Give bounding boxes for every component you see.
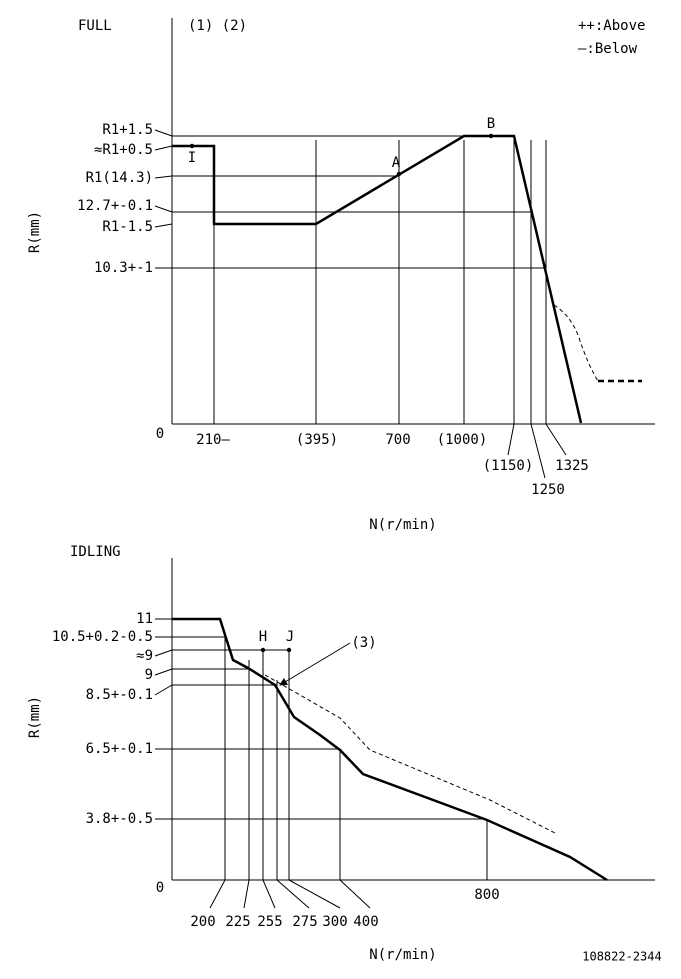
leader [530, 423, 546, 479]
x-label: (1000) [437, 432, 488, 448]
note: (3) [351, 635, 376, 651]
leader [154, 649, 173, 657]
y-label: 6.5+-0.1 [86, 741, 153, 757]
x-axis-label: N(r/min) [369, 517, 436, 533]
x-label: 225 [225, 914, 250, 930]
y-label: 10.3+-1 [94, 260, 153, 276]
y-label: 11 [136, 611, 153, 627]
leader [154, 668, 173, 676]
drawing-code: 108822-2344 [582, 950, 661, 964]
leader [154, 129, 173, 137]
x-label: 275 [292, 914, 317, 930]
y-label: 9 [145, 667, 153, 683]
leader [154, 684, 173, 696]
point-label: I [188, 150, 196, 166]
leader [339, 879, 371, 909]
above-curve [264, 674, 556, 834]
x-label: 300 [322, 914, 347, 930]
y-axis-label: R(mm) [27, 211, 43, 253]
idling-curve [172, 617, 608, 882]
leader [262, 879, 276, 909]
y-label: 8.5+-0.1 [86, 687, 153, 703]
leader [288, 879, 341, 909]
point-label: H [259, 629, 267, 645]
x-label: 700 [385, 432, 410, 448]
x-label: (395) [296, 432, 338, 448]
legend-entry: —:Below [578, 41, 638, 57]
origin-label: 0 [156, 426, 164, 442]
leader [154, 223, 173, 228]
y-label: 3.8+-0.5 [86, 811, 153, 827]
chart-title: FULL [78, 18, 112, 34]
x-label: 200 [190, 914, 215, 930]
origin-label: 0 [156, 880, 164, 896]
x-axis-label: N(r/min) [369, 947, 436, 963]
point [286, 647, 292, 653]
x-label: 400 [353, 914, 378, 930]
x-label: 1250 [531, 482, 565, 498]
y-label: R1+1.5 [102, 122, 153, 138]
point-label: A [392, 155, 401, 171]
leader [545, 423, 567, 456]
arrow [279, 642, 351, 686]
leader [154, 175, 173, 179]
y-label: 10.5+0.2-0.5 [52, 629, 153, 645]
leader [243, 879, 250, 909]
x-label: 800 [474, 887, 499, 903]
point [488, 133, 494, 139]
note: (1) (2) [188, 18, 247, 34]
y-label: 12.7+-0.1 [77, 198, 153, 214]
point-label: B [487, 116, 495, 132]
y-label: ≈9 [136, 648, 153, 664]
full-curve [172, 134, 583, 424]
y-label: ≈R1+0.5 [94, 142, 153, 158]
point [260, 647, 266, 653]
leader [154, 145, 173, 151]
point [396, 171, 402, 177]
x-label: (1150) [483, 458, 534, 474]
x-label: 1325 [555, 458, 589, 474]
legend-entry: ++:Above [578, 18, 645, 34]
y-axis-label: R(mm) [27, 696, 43, 738]
leader [276, 879, 310, 909]
above-curve [553, 304, 599, 382]
leader [154, 205, 173, 213]
chart-title: IDLING [70, 544, 121, 560]
y-label: R1-1.5 [102, 219, 153, 235]
y-label: R1(14.3) [86, 170, 153, 186]
point [189, 143, 195, 149]
leader [507, 423, 515, 456]
x-label: 210— [196, 432, 230, 448]
point-label: J [286, 629, 294, 645]
leader [209, 879, 226, 909]
x-label: 255 [257, 914, 282, 930]
